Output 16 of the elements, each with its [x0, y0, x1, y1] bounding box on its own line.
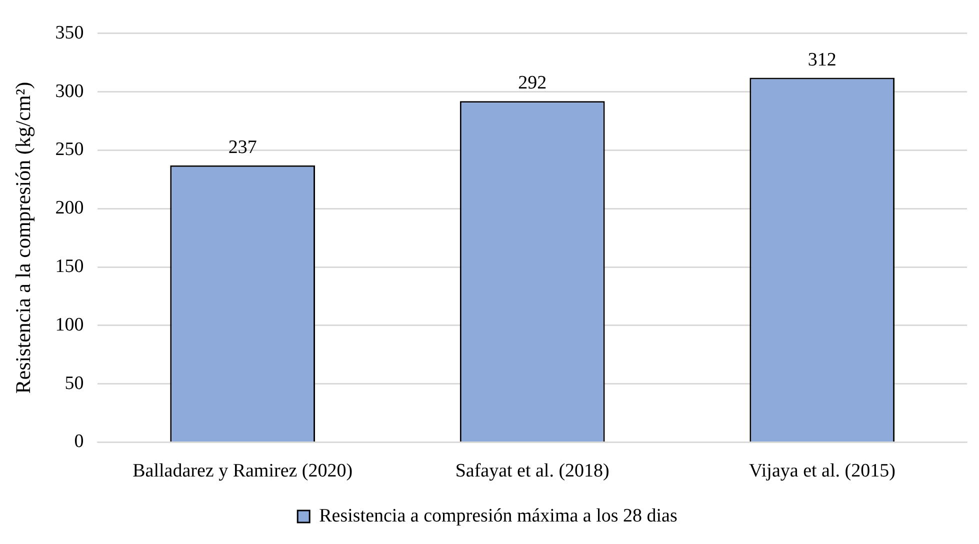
y-axis-title: Resistencia a la compresión (kg/cm²): [11, 82, 36, 394]
y-tick-label: 100: [55, 314, 84, 336]
x-tick-label: Vijaya et al. (2015): [748, 460, 896, 482]
x-tick-label: Safayat et al. (2018): [455, 460, 610, 482]
data-label: 237: [228, 136, 257, 158]
y-tick-label: 300: [55, 80, 84, 102]
y-tick-label: 350: [55, 22, 84, 44]
y-tick-label: 150: [55, 256, 84, 277]
y-tick-label: 200: [55, 198, 84, 219]
x-tick-label: Balladarez y Ramirez (2020): [132, 460, 353, 482]
y-tick-label: 50: [64, 372, 84, 394]
legend-label: Resistencia a compresión máxima a los 28 dias: [319, 505, 678, 526]
y-tick-label: 0: [74, 431, 84, 452]
y-tick-label: 250: [55, 139, 84, 160]
data-label: 312: [808, 49, 836, 70]
data-label: 292: [518, 72, 547, 94]
